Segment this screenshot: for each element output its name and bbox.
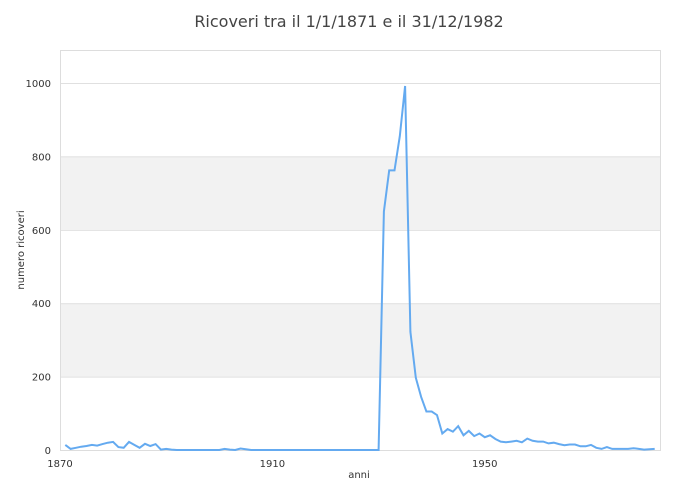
grid-band bbox=[60, 156, 660, 229]
x-tick-label: 1910 bbox=[260, 459, 285, 470]
y-tick-label: 800 bbox=[32, 152, 51, 163]
y-tick-label: 0 bbox=[45, 446, 51, 457]
y-tick-label: 600 bbox=[32, 226, 51, 237]
series-line bbox=[65, 86, 654, 450]
y-tick-label: 400 bbox=[32, 299, 51, 310]
x-tick-label: 1950 bbox=[472, 459, 497, 470]
y-tick-label: 1000 bbox=[26, 79, 51, 90]
x-axis-label: anni bbox=[348, 470, 370, 481]
y-tick-label: 200 bbox=[32, 373, 51, 384]
grid-band bbox=[60, 303, 660, 376]
plot-frame bbox=[61, 51, 661, 451]
chart-title: Ricoveri tra il 1/1/1871 e il 31/12/1982 bbox=[194, 12, 503, 31]
x-tick-label: 1870 bbox=[47, 459, 72, 470]
y-axis-label: numero ricoveri bbox=[16, 210, 27, 289]
